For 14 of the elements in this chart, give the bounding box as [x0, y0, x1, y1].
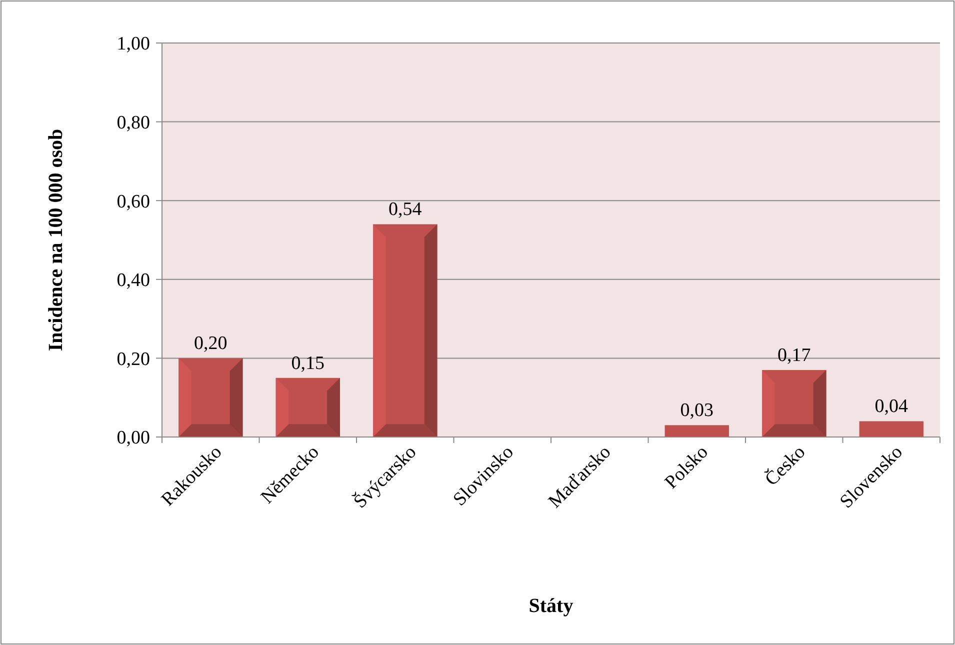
data-label: 0,20 [194, 333, 228, 354]
data-label: 0,04 [874, 396, 908, 418]
y-tick-label: 0,20 [116, 348, 150, 370]
y-tick-label: 0,60 [116, 191, 150, 212]
data-label: 0,54 [388, 199, 422, 220]
y-tick-label: 0,40 [116, 270, 150, 292]
data-label: 0,15 [291, 352, 324, 374]
x-axis-title: Státy [528, 595, 574, 617]
data-label: 0,03 [680, 400, 714, 422]
y-axis-title: Incidence na 100 000 osob [45, 128, 67, 352]
y-tick-label: 1,00 [116, 34, 150, 55]
data-label: 0,17 [778, 345, 811, 366]
y-tick-label: 0,80 [116, 112, 150, 134]
y-tick-label: 0,00 [116, 428, 150, 449]
